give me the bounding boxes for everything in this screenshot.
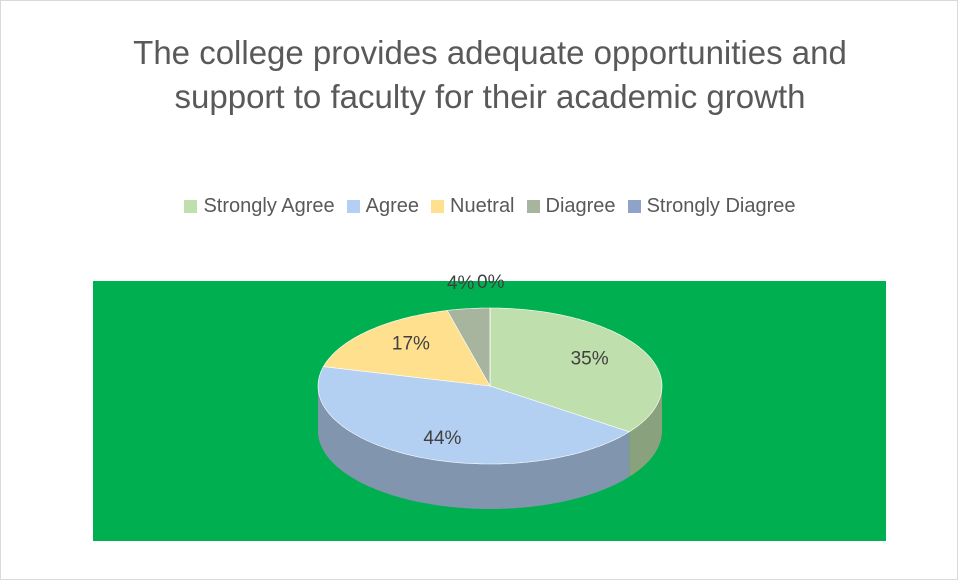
slice: [489, 307, 663, 433]
legend-label: Diagree: [545, 195, 616, 217]
legend-swatch: [431, 200, 445, 213]
slice: [446, 307, 491, 388]
slice-side: [629, 386, 662, 477]
data-label: 17%: [392, 334, 430, 355]
legend-swatch: [346, 200, 360, 213]
data-label: 44%: [423, 428, 461, 449]
legend-label: Strongly Agree: [203, 195, 335, 217]
legend-item: Strongly Agree: [184, 195, 335, 218]
legend: Strongly Agree Agree Nuetral Diagree Strongl…: [1, 195, 957, 218]
legend-swatch: [627, 200, 641, 213]
legend-item: Diagree: [526, 195, 616, 218]
data-label: 4%: [447, 273, 475, 294]
legend-label: Strongly Diagree: [646, 195, 796, 217]
chart-title: The college provides adequate opportunit…: [133, 34, 847, 115]
legend-item: Agree: [346, 195, 420, 218]
legend-swatch: [526, 200, 540, 213]
legend-item: Strongly Diagree: [627, 195, 796, 218]
data-label: 0%: [477, 272, 505, 293]
slice: [317, 366, 630, 465]
legend-label: Nuetral: [450, 195, 515, 217]
legend-label: Agree: [365, 195, 420, 217]
data-label: 35%: [571, 348, 609, 369]
slice-side: [318, 386, 630, 509]
legend-swatch: [184, 200, 198, 213]
legend-item: Nuetral: [431, 195, 515, 218]
slice: [322, 310, 491, 387]
